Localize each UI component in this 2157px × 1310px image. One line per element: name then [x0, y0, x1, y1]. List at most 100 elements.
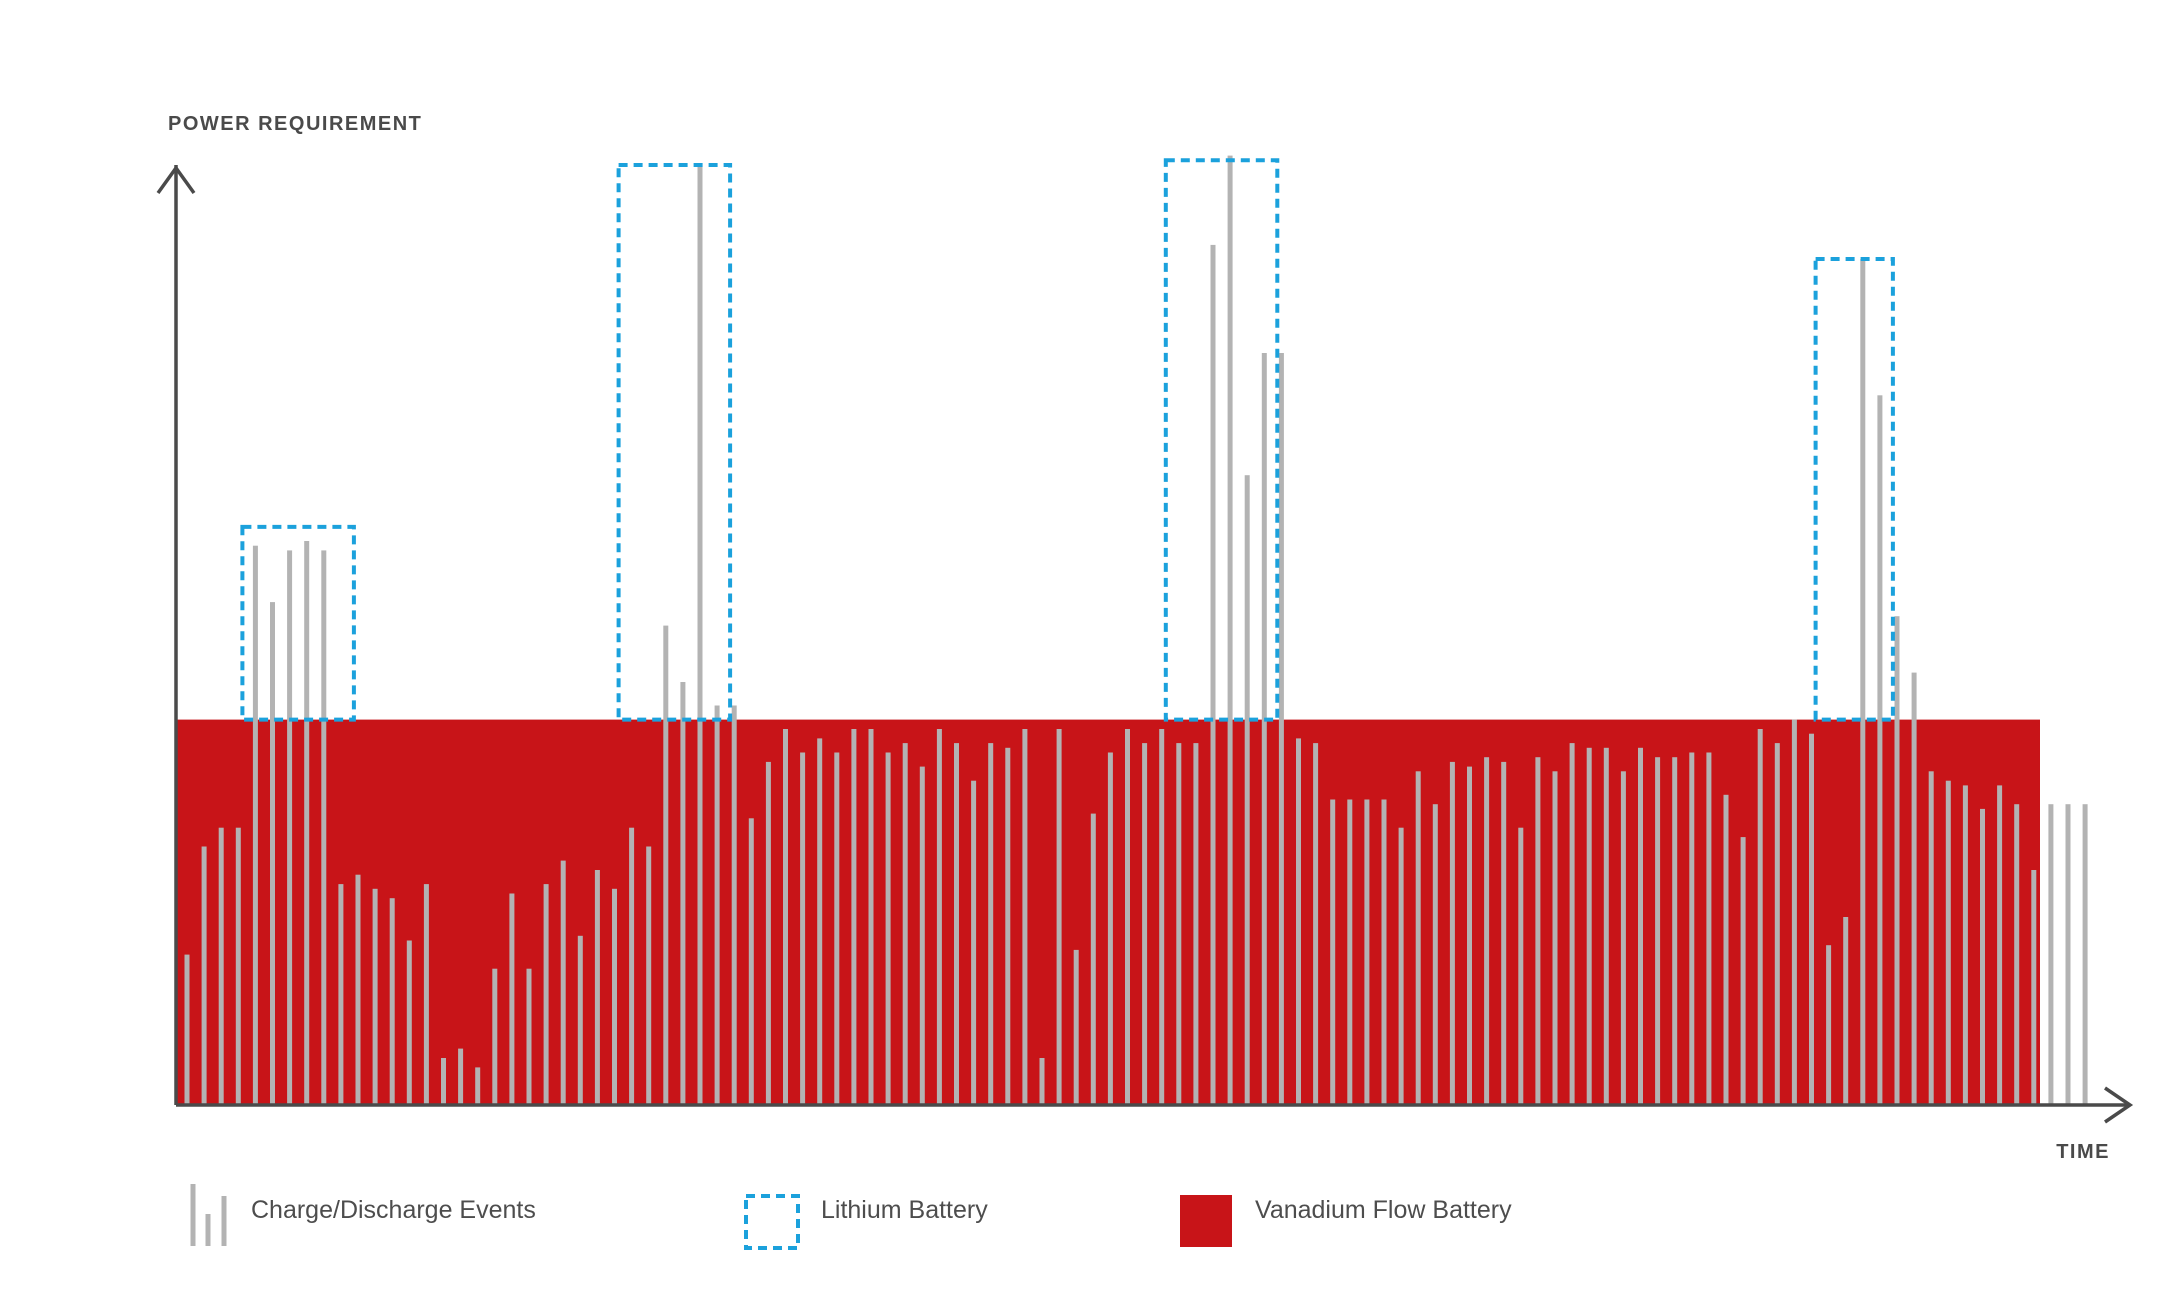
event-bar — [1039, 1058, 1045, 1105]
event-bar — [1552, 771, 1558, 1105]
event-bar — [560, 860, 566, 1105]
event-bar — [1655, 757, 1661, 1105]
event-bar — [1962, 785, 1968, 1105]
event-bar — [868, 729, 874, 1105]
event-bar — [612, 888, 617, 1105]
event-bar — [1090, 813, 1096, 1105]
event-bar — [714, 705, 720, 1105]
event-bar — [1432, 804, 1438, 1105]
event-bar — [184, 954, 190, 1105]
lithium-battery-box — [1163, 158, 1280, 722]
event-bar — [406, 940, 412, 1105]
event-bar — [851, 729, 857, 1105]
event-bar — [355, 874, 361, 1105]
y-axis-label: POWER REQUIREMENT — [168, 113, 422, 135]
y-axis-arrow — [156, 165, 196, 195]
event-bar — [765, 761, 771, 1105]
event-bar — [1364, 799, 1370, 1105]
event-bar — [1945, 780, 1951, 1105]
event-bar — [1620, 771, 1626, 1105]
event-bar — [1774, 743, 1780, 1105]
event-bar — [201, 846, 207, 1105]
event-bar — [509, 893, 515, 1105]
bars-icon — [190, 1184, 227, 1246]
event-bar — [2031, 870, 2037, 1105]
event-bar — [2082, 804, 2088, 1105]
event-bar — [594, 870, 600, 1105]
event-bar — [1193, 743, 1199, 1105]
x-axis-label: TIME — [2056, 1141, 2110, 1163]
lithium-battery-box — [616, 163, 733, 722]
event-bar — [423, 884, 429, 1105]
event-bar — [1415, 771, 1421, 1105]
event-bar — [971, 780, 977, 1105]
event-bar — [1877, 395, 1883, 1105]
event-bar — [492, 968, 498, 1105]
event-bar — [1398, 827, 1404, 1105]
event-bar — [697, 165, 703, 1105]
dashed-square-icon — [744, 1194, 800, 1250]
event-bar — [441, 1058, 446, 1105]
event-bar — [287, 550, 293, 1105]
event-bar — [885, 752, 891, 1105]
event-bar — [1997, 785, 2003, 1105]
event-bar — [338, 884, 344, 1105]
event-bar — [1347, 799, 1353, 1105]
event-bar — [800, 752, 806, 1105]
event-bar — [1056, 729, 1062, 1105]
event-bar — [389, 898, 395, 1105]
event-bar — [988, 743, 994, 1105]
event-bar — [1911, 672, 1917, 1105]
event-bar — [1107, 752, 1113, 1105]
legend: Charge/Discharge Events Lithium Battery … — [190, 1184, 1512, 1250]
event-bar — [577, 935, 583, 1105]
event-bar — [1757, 729, 1763, 1105]
event-bar — [1278, 353, 1284, 1105]
event-bar — [1449, 761, 1455, 1105]
event-bar — [526, 968, 532, 1105]
event-bar — [270, 602, 275, 1105]
event-bar — [748, 818, 754, 1105]
event-bar — [475, 1067, 481, 1105]
event-bar — [954, 743, 959, 1105]
event-bar — [321, 550, 327, 1105]
event-bar — [1381, 799, 1387, 1105]
event-bar — [1535, 757, 1541, 1105]
event-bar — [1791, 719, 1797, 1105]
event-bar — [1296, 738, 1301, 1105]
event-bar — [2065, 804, 2071, 1105]
legend-label-vanadium: Vanadium Flow Battery — [1255, 1196, 1512, 1224]
event-bar — [1860, 259, 1866, 1105]
event-bar — [1501, 761, 1507, 1105]
event-bar — [2014, 804, 2020, 1105]
event-bar — [1005, 747, 1011, 1105]
event-bar — [1843, 917, 1849, 1105]
event-bar — [629, 827, 635, 1105]
red-square-icon — [1180, 1195, 1232, 1247]
event-bar — [543, 884, 549, 1105]
event-bar — [235, 827, 241, 1105]
event-bar — [218, 827, 224, 1105]
legend-label-events: Charge/Discharge Events — [251, 1196, 536, 1224]
event-bar — [731, 705, 737, 1105]
event-bar — [1244, 475, 1250, 1105]
event-bar — [458, 1048, 464, 1105]
legend-red-square — [1180, 1195, 1232, 1247]
event-bar — [1313, 743, 1319, 1105]
event-bar — [1176, 743, 1182, 1105]
event-bar — [1484, 757, 1490, 1105]
event-bar — [1518, 827, 1524, 1105]
event-bar — [1330, 799, 1336, 1105]
event-bar — [2048, 804, 2054, 1105]
axes — [156, 165, 2134, 1124]
event-bar — [646, 846, 652, 1105]
legend-dashed-square — [744, 1194, 800, 1250]
legend-label-lithium: Lithium Battery — [821, 1196, 988, 1224]
event-bar — [680, 682, 686, 1105]
event-bar — [663, 625, 669, 1105]
event-bar — [1706, 752, 1712, 1105]
event-bar — [1142, 743, 1148, 1105]
event-bar — [1809, 733, 1814, 1105]
event-bar — [1125, 729, 1130, 1105]
